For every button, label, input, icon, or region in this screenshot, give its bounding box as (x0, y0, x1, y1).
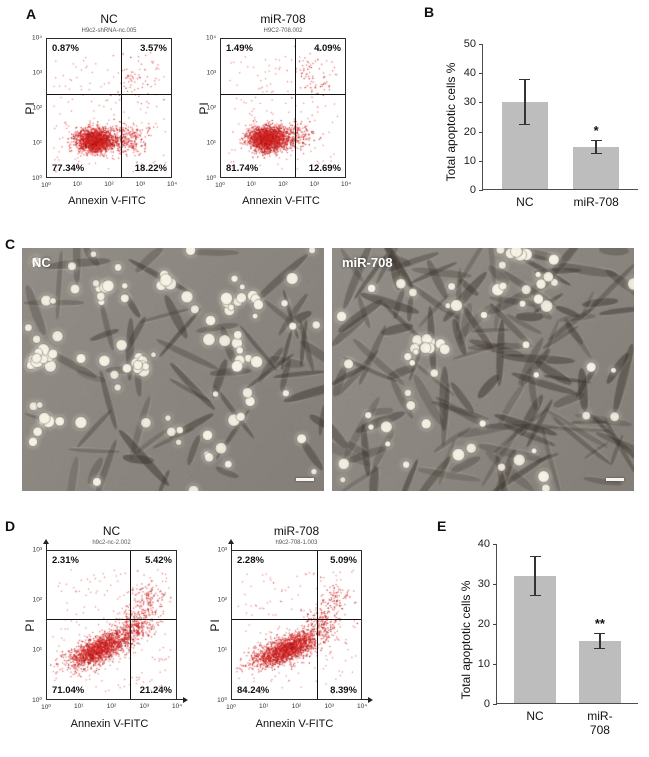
x-axis-label: Annexin V-FITC (68, 195, 146, 207)
flow-scatter-canvas (47, 39, 171, 177)
quadrant-lower-right-pct: 21.24% (139, 685, 172, 696)
y-axis-ticks: 10³ 10² 10¹ 10⁰ (217, 546, 227, 705)
x-axis-ticks: 10⁰ 10¹ 10² 10³ 10⁴ (41, 703, 183, 711)
error-bar-mir708 (594, 633, 606, 650)
bar-nc (513, 575, 557, 703)
quadrant-lower-right-pct: 12.69% (308, 163, 341, 174)
quadrant-lower-left-pct: 71.04% (52, 685, 85, 696)
plot-area: NC ** miR-708 (496, 544, 638, 737)
flow-file-label: h9c2-708-1.003 (275, 540, 318, 546)
x-axis-ticks: 10⁰ 10¹ 10² 10³ 10⁴ (41, 181, 178, 189)
y-axis-ticks: 0 10 20 30 40 (477, 538, 498, 710)
flow-plot-d-nc: NC h9c2-nc-2.002 PI 10³ 10² 10¹ 10⁰ 2.31% 5… (23, 524, 188, 752)
microscopy-image-nc: NC (22, 248, 324, 491)
image-label: miR-708 (342, 255, 393, 270)
scale-bar (296, 478, 314, 481)
flow-scatter-canvas (221, 39, 345, 177)
y-axis-ticks: 0 10 20 30 40 50 (463, 38, 484, 196)
y-axis-ticks: 10⁴ 10³ 10² 10¹ 10⁰ (205, 34, 216, 183)
x-axis-label: Annexin V-FITC (242, 195, 320, 207)
quadrant-hline (47, 94, 171, 96)
bar-group-mir708: ** miR-708 (578, 544, 622, 737)
x-tick-label-mir708: miR-708 (573, 195, 619, 209)
quadrant-upper-right-pct: 5.42% (145, 555, 172, 566)
microscopy-canvas (22, 248, 324, 491)
quadrant-lower-left-pct: 84.24% (237, 685, 270, 696)
panel-label-d: D (5, 518, 16, 534)
significance-marker: * (593, 122, 599, 138)
quadrant-upper-left-pct: 0.87% (52, 43, 79, 54)
quadrant-hline (232, 619, 361, 621)
flow-plot-a-mir708: miR-708 H9C2-708.002 PI 10⁴ 10³ 10² 10¹ 10⁰ … (197, 12, 352, 222)
quadrant-upper-left-pct: 2.31% (52, 555, 79, 566)
x-axis-arrow-icon (176, 697, 188, 703)
flow-plot-a-nc: NC H9c2-shRNA-nc.005 PI 10⁴ 10³ 10² 10¹ 10⁰ … (23, 12, 178, 222)
x-axis-arrow-icon (361, 697, 373, 703)
microscopy-canvas (332, 248, 634, 491)
flow-plot-area: 0.87% 3.57% 77.34% 18.22% (46, 38, 172, 178)
panel-label-a: A (26, 6, 37, 22)
y-axis-ticks: 10⁴ 10³ 10² 10¹ 10⁰ (31, 34, 42, 183)
bar-mir708 (578, 641, 622, 703)
image-label: NC (32, 255, 51, 270)
flow-file-label: h9c2-nc-2.002 (92, 540, 131, 546)
quadrant-hline (47, 619, 176, 621)
flow-title: miR-708 (260, 12, 306, 26)
flow-scatter-canvas (232, 551, 361, 699)
quadrant-vline (317, 551, 319, 699)
panel-label-e: E (437, 518, 447, 534)
bar-group-nc: NC (513, 544, 557, 723)
bar-group-mir708: * miR-708 (572, 44, 620, 209)
bar-group-nc: NC (501, 44, 549, 209)
flow-plot-d-mir708: miR-708 h9c2-708-1.003 PI 10³ 10² 10¹ 10⁰ 2… (208, 524, 373, 752)
bar-chart-total-apoptotic-e: Total apoptotic cells % 0 10 20 30 40 NC ** … (458, 528, 648, 746)
x-tick-label-nc: NC (516, 195, 534, 209)
quadrant-lower-left-pct: 77.34% (52, 163, 85, 174)
flow-plot-area: 1.49% 4.09% 81.74% 12.69% (220, 38, 346, 178)
flow-title: NC (102, 524, 121, 538)
quadrant-vline (129, 551, 131, 699)
flow-scatter-canvas (47, 551, 176, 699)
y-axis-arrow-icon (228, 539, 234, 551)
x-tick-label-mir708: miR-708 (587, 709, 613, 737)
x-axis-ticks: 10⁰ 10¹ 10² 10³ 10⁴ (226, 703, 368, 711)
quadrant-vline (121, 39, 123, 177)
quadrant-vline (295, 39, 297, 177)
panel-label-c: C (5, 236, 16, 252)
quadrant-lower-right-pct: 18.22% (134, 163, 167, 174)
quadrant-upper-left-pct: 1.49% (226, 43, 253, 54)
microscopy-image-mir708: miR-708 (332, 248, 634, 491)
error-bar-nc (529, 555, 541, 596)
quadrant-upper-left-pct: 2.28% (237, 555, 264, 566)
y-axis-ticks: 10³ 10² 10¹ 10⁰ (32, 546, 42, 705)
flow-plot-area: 2.28% 5.09% 84.24% 8.39% (228, 539, 373, 703)
plot-area: NC * miR-708 (482, 44, 638, 209)
x-axis-label: Annexin V-FITC (70, 718, 149, 730)
quadrant-upper-right-pct: 4.09% (314, 43, 341, 54)
bar-chart-total-apoptotic-b: Total apoptotic cells % 0 10 20 30 40 50 NC *… (442, 14, 644, 226)
quadrant-upper-right-pct: 3.57% (140, 43, 167, 54)
flow-title: miR-708 (273, 524, 320, 538)
flow-title: NC (100, 12, 118, 26)
quadrant-lower-right-pct: 8.39% (330, 685, 357, 696)
y-axis-arrow-icon (43, 539, 49, 551)
x-tick-label-nc: NC (526, 709, 544, 723)
x-axis-label: Annexin V-FITC (255, 718, 334, 730)
quadrant-hline (221, 94, 345, 96)
error-bar-mir708 (590, 139, 602, 155)
significance-marker: ** (594, 616, 605, 632)
scale-bar (606, 478, 624, 481)
flow-file-label: H9c2-shRNA-nc.005 (81, 28, 137, 34)
error-bar-nc (519, 78, 531, 126)
quadrant-upper-right-pct: 5.09% (330, 555, 357, 566)
flow-file-label: H9C2-708.002 (263, 28, 303, 34)
quadrant-lower-left-pct: 81.74% (226, 163, 259, 174)
flow-plot-area: 2.31% 5.42% 71.04% 21.24% (43, 539, 188, 703)
x-axis-ticks: 10⁰ 10¹ 10² 10³ 10⁴ (215, 181, 352, 189)
panel-label-b: B (424, 4, 435, 20)
